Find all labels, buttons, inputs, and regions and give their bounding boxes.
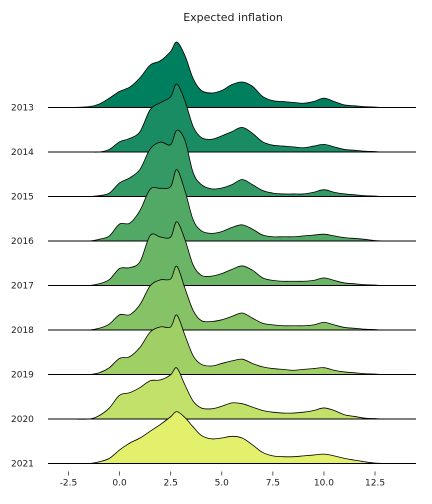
ridge-2019: 2019	[11, 314, 416, 381]
x-tick-label: 2.5	[164, 479, 178, 489]
ridge-fill-2018	[48, 266, 416, 331]
ridge-2020: 2020	[11, 367, 416, 425]
ridge-outline-2018	[48, 265, 416, 331]
ridge-fill-2020	[48, 367, 416, 420]
ridge-2013: 2013	[11, 41, 416, 114]
ridge-2018: 2018	[11, 265, 416, 336]
ridge-outline-2021	[48, 411, 416, 465]
ridge-fill-2017	[48, 221, 416, 286]
year-label-2020: 2020	[11, 415, 34, 425]
ridge-outline-2019	[48, 314, 416, 376]
ridge-fill-2013	[48, 41, 416, 108]
ridge-fill-2019	[48, 314, 416, 375]
ridge-outline-2013	[48, 41, 416, 108]
ridges-group: 2013 2014 2015 2016 2017 2018 2019 2020 2021	[11, 41, 416, 470]
year-label-2021: 2021	[11, 460, 34, 470]
year-label-2018: 2018	[11, 326, 34, 336]
year-label-2015: 2015	[11, 193, 34, 203]
x-tick-label: 12.5	[365, 479, 385, 489]
ridge-outline-2020	[48, 367, 416, 420]
ridge-2015: 2015	[11, 129, 416, 203]
ridge-2016: 2016	[11, 169, 416, 247]
ridge-outline-2015	[48, 129, 416, 197]
x-tick-label: 10.0	[314, 479, 334, 489]
ridge-fill-2016	[48, 169, 416, 242]
x-tick-label: -2.5	[60, 479, 78, 489]
year-label-2014: 2014	[11, 148, 34, 158]
x-tick-label: 0.0	[112, 479, 127, 489]
x-axis: -2.5 0.0 2.5 5.0 7.5 10.0 12.5	[60, 471, 385, 489]
ridge-fill-2021	[48, 411, 416, 464]
ridge-outline-2016	[48, 169, 416, 242]
year-label-2013: 2013	[11, 104, 34, 114]
x-tick-label: 7.5	[266, 479, 280, 489]
ridge-fill-2015	[48, 130, 416, 197]
year-label-2017: 2017	[11, 282, 34, 292]
ridge-2014: 2014	[11, 83, 416, 158]
ridge-2017: 2017	[11, 221, 416, 292]
year-label-2019: 2019	[11, 371, 34, 381]
year-label-2016: 2016	[11, 237, 34, 247]
x-tick-label: 5.0	[215, 479, 230, 489]
chart-title: Expected inflation	[183, 11, 283, 24]
ridge-fill-2014	[48, 83, 416, 153]
ridge-outline-2017	[48, 221, 416, 287]
ridge-outline-2014	[48, 83, 416, 153]
ridge-2021: 2021	[11, 411, 416, 470]
